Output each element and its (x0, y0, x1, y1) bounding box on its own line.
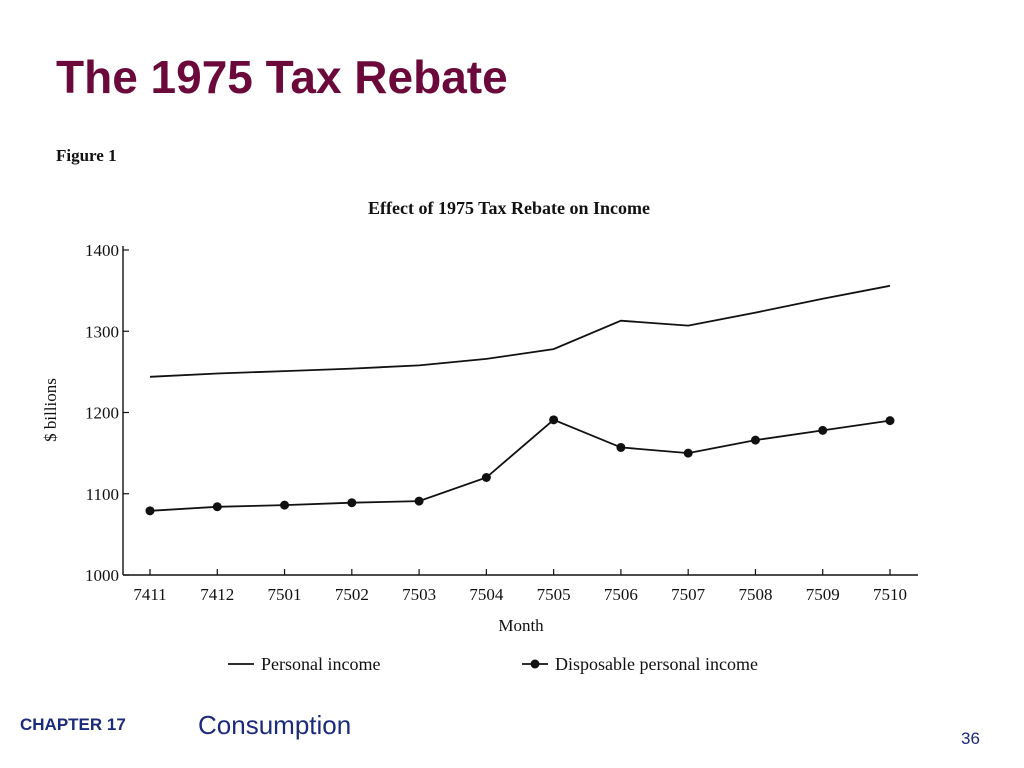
axes (122, 246, 918, 576)
series-line (149, 418, 891, 512)
data-point (481, 473, 491, 482)
data-point (616, 442, 626, 452)
legend-item: Disposable personal income (522, 654, 758, 674)
data-point (885, 416, 895, 426)
data-point (683, 448, 693, 458)
x-ticks: 7411 7412 7501 7502 7503 7504 7505 7506 7507 7508… (133, 569, 907, 604)
slide-title: The 1975 Tax Rebate (56, 51, 508, 103)
x-tick-label: 7509 (806, 585, 840, 604)
data-point (750, 435, 760, 445)
y-ticks: 1000 1100 1200 1300 1400 (85, 241, 129, 585)
y-tick-label: 1400 (85, 241, 119, 260)
legend-label: Disposable personal income (555, 654, 758, 674)
data-point (414, 496, 424, 506)
chart-title: Effect of 1975 Tax Rebate on Income (368, 198, 650, 218)
y-tick-label: 1300 (85, 322, 119, 341)
data-point (280, 500, 290, 510)
legend-label: Personal income (261, 654, 380, 674)
x-axis-label: Month (498, 616, 544, 635)
page-number: 36 (961, 729, 980, 748)
x-tick-label: 7504 (469, 585, 504, 604)
x-tick-label: 7508 (738, 585, 772, 604)
series-2 (145, 415, 895, 516)
y-tick-label: 1100 (86, 485, 119, 504)
y-tick-label: 1000 (85, 566, 119, 585)
figure-label: Figure 1 (56, 146, 117, 165)
data-point (347, 498, 357, 508)
legend-item: Personal income (228, 654, 380, 674)
x-tick-label: 7411 (133, 585, 166, 604)
series-line (149, 284, 891, 378)
footer-chapter: CHAPTER 17 (20, 715, 126, 734)
data-point (549, 415, 559, 425)
legend: Personal income Disposable personal incom… (228, 654, 758, 674)
x-tick-label: 7502 (335, 585, 369, 604)
x-tick-label: 7503 (402, 585, 436, 604)
data-point (818, 425, 828, 435)
data-point (145, 506, 155, 516)
x-tick-label: 7501 (268, 585, 302, 604)
data-point (212, 502, 222, 512)
x-tick-label: 7505 (537, 585, 571, 604)
x-tick-label: 7510 (873, 585, 907, 604)
y-tick-label: 1200 (85, 404, 119, 423)
footer-topic: Consumption (198, 710, 352, 740)
y-axis-label: $ billions (41, 378, 60, 442)
x-tick-label: 7506 (604, 585, 638, 604)
series-1 (149, 284, 891, 378)
legend-marker (530, 659, 540, 669)
x-tick-label: 7507 (671, 585, 706, 604)
x-tick-label: 7412 (200, 585, 234, 604)
series-layer (145, 284, 895, 516)
